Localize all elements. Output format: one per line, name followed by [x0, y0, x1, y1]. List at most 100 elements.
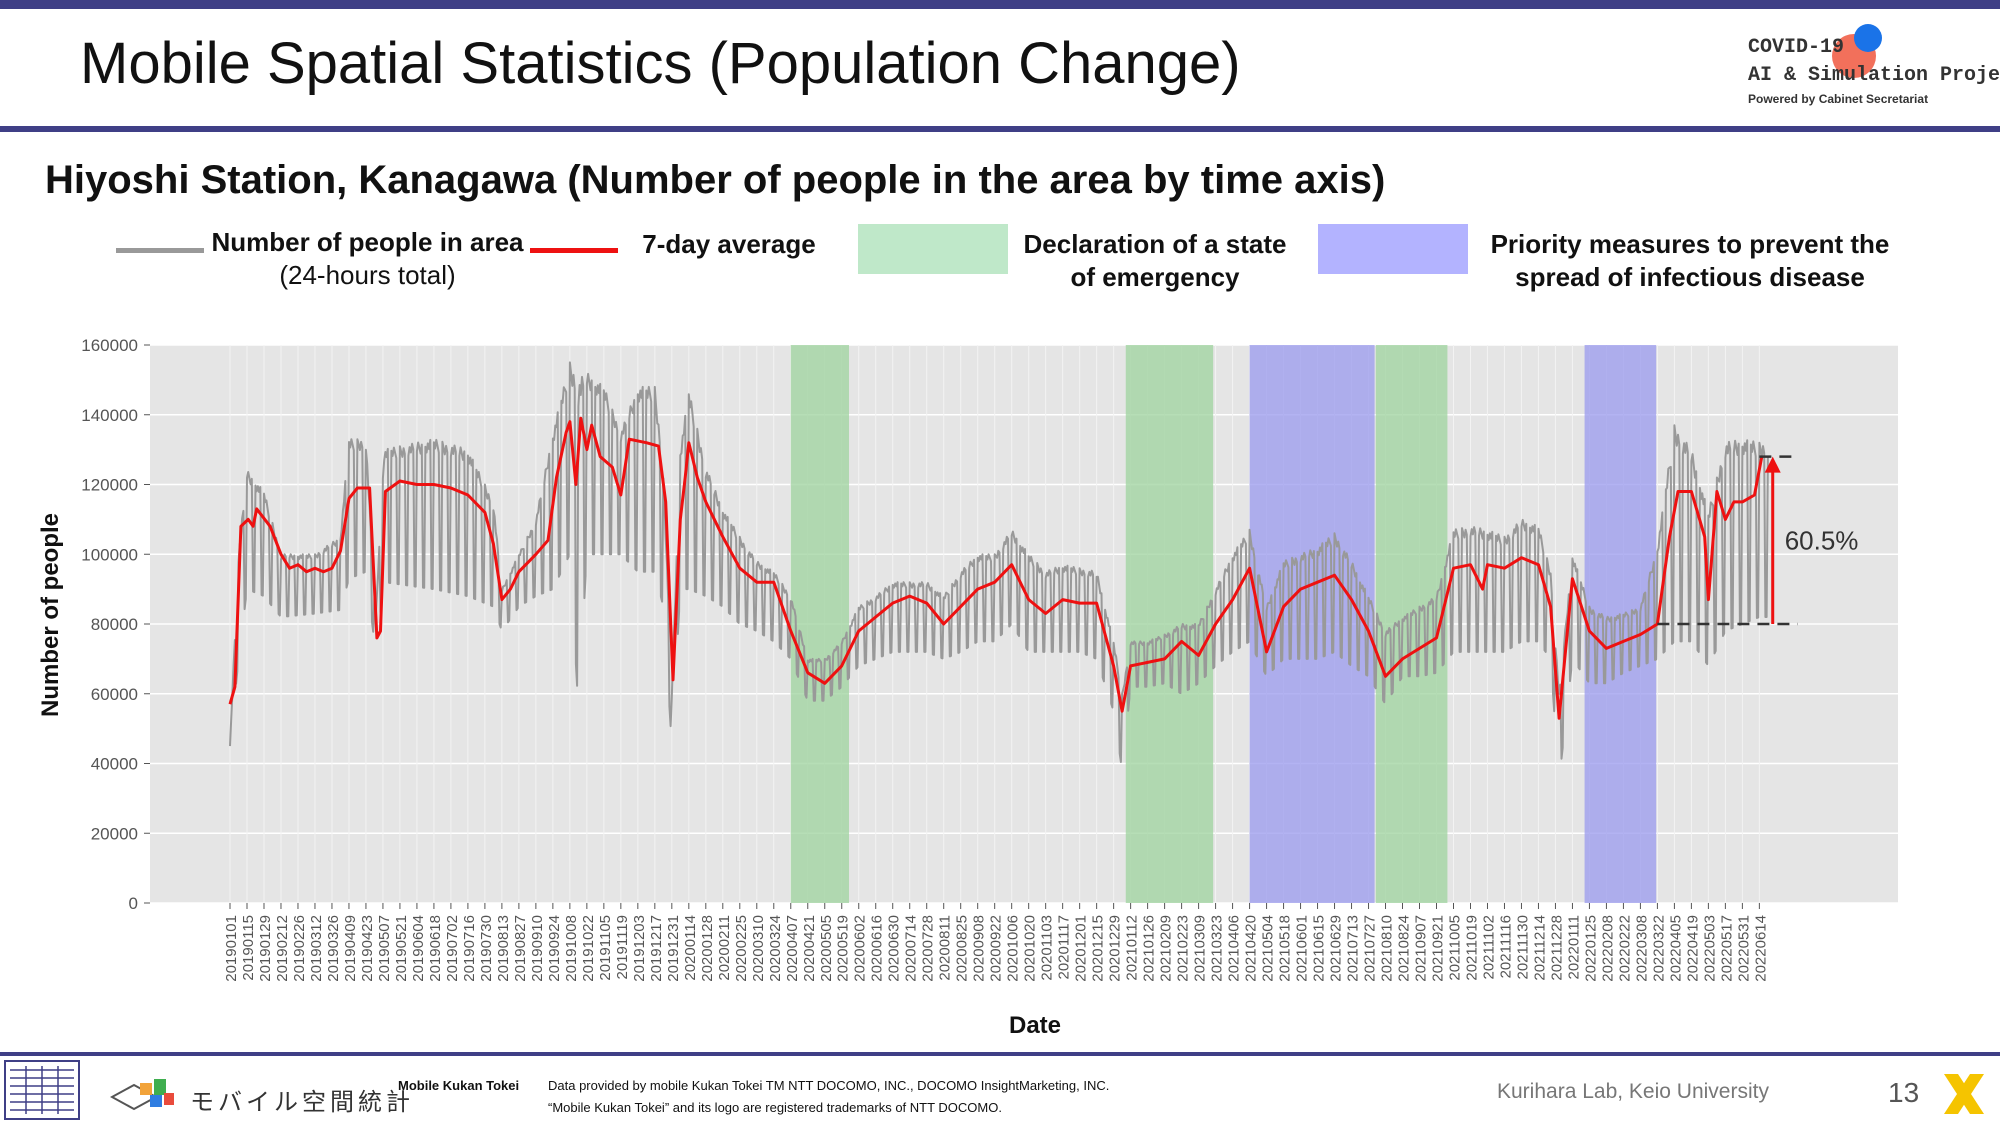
x-tick-label: 20200616: [869, 915, 886, 982]
x-tick-label: 20190813: [495, 915, 512, 982]
x-tick-label: 20200825: [954, 915, 971, 982]
increase-percent-label: 60.5%: [1785, 525, 1859, 555]
y-axis-label: Number of people: [37, 513, 64, 717]
chart-title: Hiyoshi Station, Kanagawa (Number of peo…: [45, 158, 1386, 202]
x-tick-label: 20200714: [903, 915, 920, 982]
page-number: 13: [1888, 1077, 1920, 1108]
x-tick-label: 20200114: [682, 915, 699, 981]
x-tick-label: 20220111: [1565, 915, 1582, 980]
legend-priority-line1: Priority measures to prevent the: [1490, 229, 1890, 259]
x-tick-label: 20210504: [1260, 915, 1277, 982]
x-tick-label: 20190604: [410, 915, 427, 982]
x-tick-label: 20190924: [546, 915, 563, 982]
legend-priority-swatch: [1318, 224, 1468, 274]
x-tick-label: 20200407: [784, 915, 801, 982]
logo-line1: COVID-19: [1748, 36, 1845, 59]
x-tick-label: 20210309: [1192, 915, 1209, 982]
x-tick-label: 20200728: [920, 915, 937, 982]
x-tick-label: 20200324: [767, 915, 784, 982]
y-tick-label: 100000: [81, 545, 138, 564]
x-tick-label: 20210921: [1429, 915, 1446, 982]
x-tick-label: 20210601: [1294, 915, 1311, 982]
x-tick-label: 20190730: [478, 915, 495, 982]
page-title: Mobile Spatial Statistics (Population Ch…: [80, 31, 1241, 96]
x-tick-label: 20210209: [1158, 915, 1175, 982]
x-tick-label: 20200505: [818, 915, 835, 982]
x-tick-label: 20201229: [1107, 915, 1124, 982]
logo-blue-dot: [1854, 24, 1882, 52]
x-tick-label: 20200630: [886, 915, 903, 982]
y-tick-label: 0: [129, 894, 138, 913]
x-tick-label: 20210727: [1362, 915, 1379, 982]
x-tick-label: 20191008: [563, 915, 580, 982]
logo-line2: AI & Simulation Project: [1748, 64, 2000, 87]
x-tick-label: 20201201: [1073, 915, 1090, 982]
legend-avg-label: 7-day average: [632, 228, 826, 261]
legend-emergency-label: Declaration of a state of emergency: [1012, 228, 1298, 294]
y-tick-label: 60000: [91, 685, 138, 704]
x-tick-label: 20191217: [648, 915, 665, 982]
x-tick-label: 20210615: [1311, 915, 1328, 982]
emergency-band: [790, 345, 850, 903]
footer-lab: Kurihara Lab, Keio University: [1497, 1080, 1769, 1103]
x-tick-label: 20200602: [852, 915, 869, 982]
x-tick-label: 20211130: [1514, 915, 1531, 980]
x-tick-label: 20220208: [1599, 915, 1616, 982]
x-tick-label: 20201103: [1039, 915, 1056, 981]
x-tick-label: 20200225: [733, 915, 750, 982]
legend-priority-label: Priority measures to prevent the spread …: [1476, 228, 1904, 294]
x-tick-label: 20190326: [325, 915, 342, 982]
legend-emergency-line1: Declaration of a state: [1023, 229, 1287, 259]
x-tick-label: 20191203: [631, 915, 648, 982]
emergency-band: [1125, 345, 1214, 903]
x-tick-label: 20210420: [1243, 915, 1260, 982]
x-tick-label: 20210824: [1396, 915, 1413, 982]
legend-avg-text: 7-day average: [642, 229, 816, 259]
y-tick-label: 80000: [91, 615, 138, 634]
y-tick-label: 160000: [81, 336, 138, 355]
x-tick-label: 20201215: [1090, 915, 1107, 982]
mobile-kukan-tokei-logo-icon: [110, 1079, 174, 1111]
x-tick-label: 20200811: [937, 915, 954, 981]
covid-project-logo: COVID-19 AI & Simulation Project Powered…: [1748, 24, 2000, 115]
x-tick-label: 20190212: [274, 915, 291, 982]
x-tick-label: 20211116: [1497, 915, 1514, 978]
x-tick-label: 20220308: [1633, 915, 1650, 982]
x-tick-label: 20210907: [1413, 915, 1430, 982]
x-tick-label: 20220125: [1582, 915, 1599, 982]
x-tick-label: 20210406: [1226, 915, 1243, 982]
top-border: [0, 0, 2000, 9]
x-tick-label: 20191231: [665, 915, 682, 982]
x-tick-label: 20191105: [597, 915, 614, 981]
x-tick-label: 20190129: [257, 915, 274, 982]
header-divider: [0, 126, 2000, 132]
x-tick-label: 20200211: [716, 915, 733, 981]
legend-daily-label-line2: (24-hours total): [279, 260, 456, 290]
x-tick-label: 20210518: [1277, 915, 1294, 982]
legend-emergency-line2: of emergency: [1070, 262, 1240, 292]
x-tick-label: 20200421: [801, 915, 818, 982]
x-tick-label: 20220419: [1684, 915, 1701, 982]
legend-daily-label-line1: Number of people in area: [211, 227, 524, 257]
ai-lab-logo: [4, 1060, 80, 1120]
x-axis-label: Date: [1009, 1012, 1061, 1039]
x-tick-label: 20190910: [529, 915, 546, 982]
x-tick-label: 20220503: [1701, 915, 1718, 982]
y-tick-label: 20000: [91, 824, 138, 843]
x-tick-label: 20190115: [240, 915, 257, 981]
x-tick-label: 20210126: [1141, 915, 1158, 982]
y-tick-label: 40000: [91, 755, 138, 774]
x-tick-label: 20211005: [1446, 915, 1463, 981]
legend-emergency-swatch: [858, 224, 1008, 274]
logo-line3: Powered by Cabinet Secretariat: [1748, 92, 1929, 106]
x-tick-label: 20201020: [1022, 915, 1039, 982]
footer-brand-en: Mobile Kukan Tokei: [398, 1078, 520, 1093]
legend-daily-swatch: [116, 248, 204, 253]
x-tick-label: 20210629: [1328, 915, 1345, 982]
x-tick-label: 20210810: [1379, 915, 1396, 982]
x-tick-label: 20190716: [461, 915, 478, 982]
cross-logo: [1944, 1074, 1984, 1114]
x-tick-label: 20200310: [750, 915, 767, 982]
x-tick-label: 20220531: [1735, 915, 1752, 982]
x-tick-label: 20190226: [291, 915, 308, 982]
